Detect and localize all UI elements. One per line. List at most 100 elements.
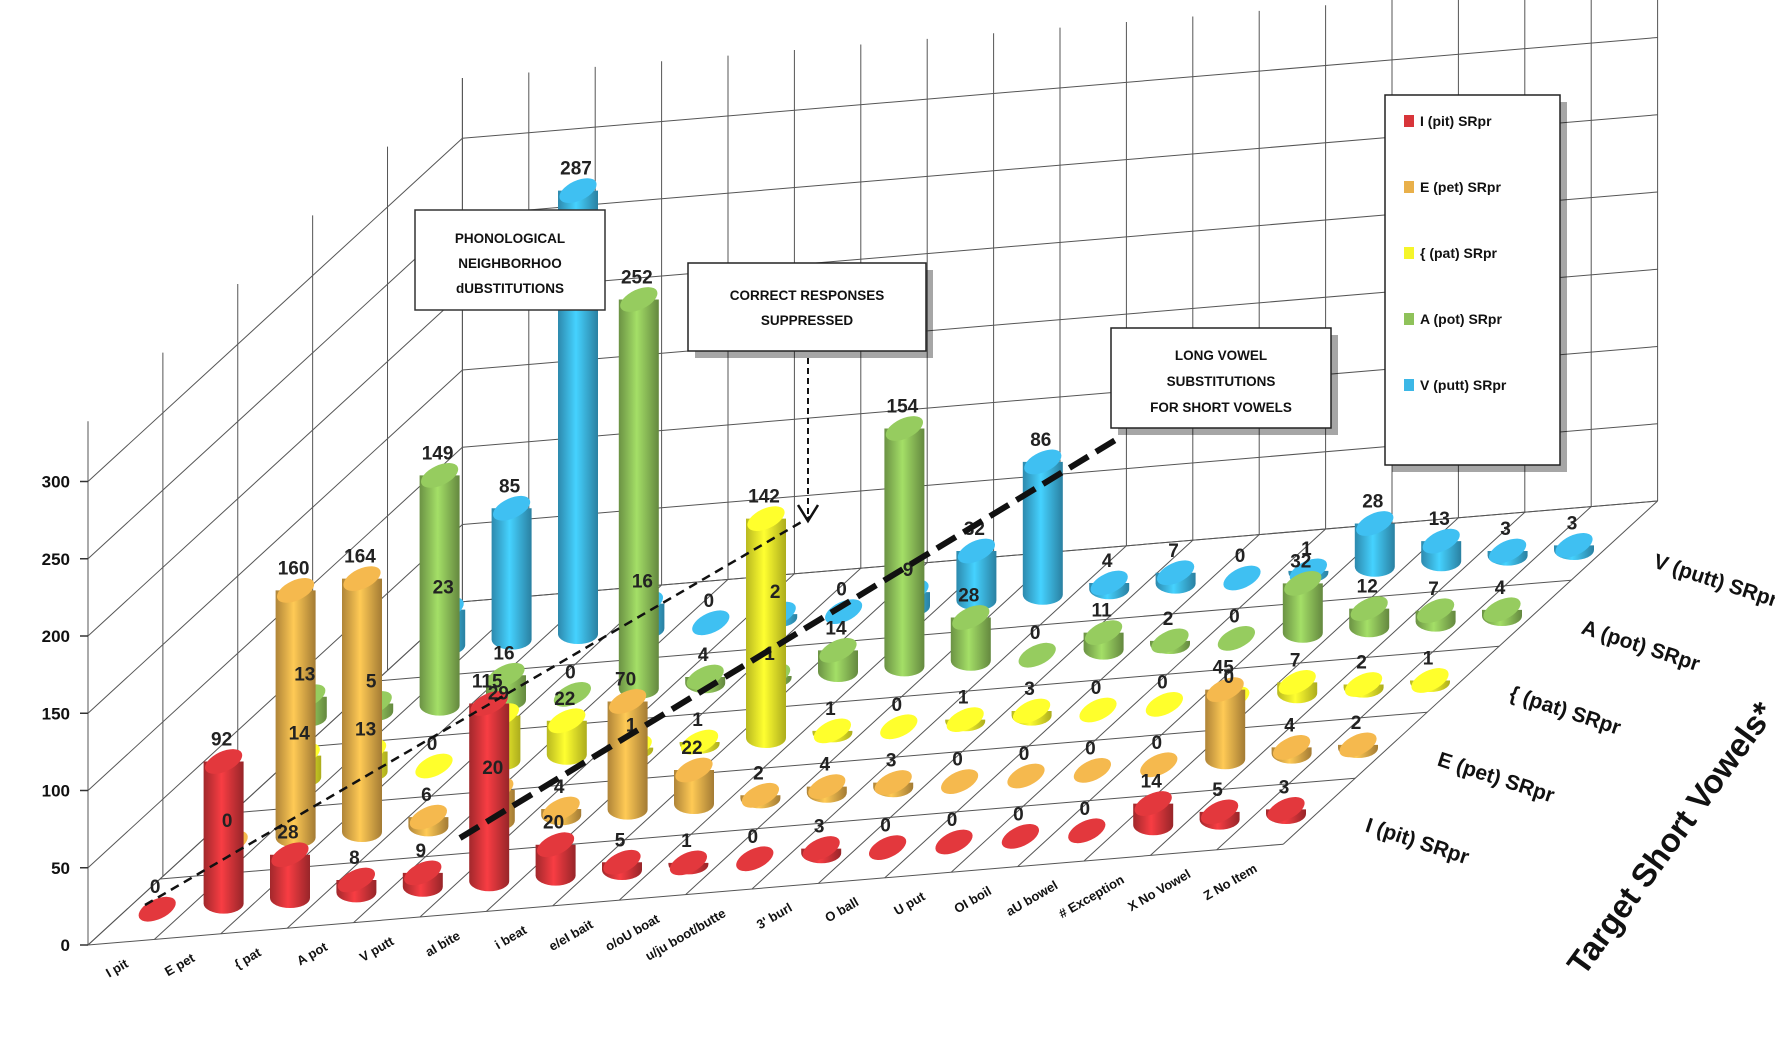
bar-value-label: 2 <box>770 582 781 603</box>
legend-swatch <box>1404 313 1414 325</box>
gridline <box>87 601 463 946</box>
bar <box>1083 620 1124 660</box>
bar-value-label: 29 <box>488 684 509 705</box>
bar <box>415 753 453 779</box>
bar-value-label: 6 <box>421 785 432 806</box>
bar <box>1133 791 1174 836</box>
bar-value-label: 164 <box>344 547 376 568</box>
bar <box>1487 538 1528 566</box>
x-tick-label: V putt <box>357 933 397 965</box>
bar-value-label: 32 <box>1290 551 1311 572</box>
bar-body <box>956 550 997 611</box>
series-axis-label: I (pit) SRpr <box>1363 814 1472 869</box>
bar-top <box>542 796 580 822</box>
legend-label: V (putt) SRpr <box>1420 377 1507 393</box>
bar <box>746 506 786 748</box>
bar-value-label: 7 <box>1290 650 1301 671</box>
y-tick-label: 100 <box>42 782 70 801</box>
bar-value-label: 13 <box>294 665 315 686</box>
bar-value-label: 1 <box>681 831 692 852</box>
bar-top <box>271 842 309 868</box>
bar-value-label: 0 <box>1091 678 1102 699</box>
gridline <box>1282 500 1658 845</box>
bar-value-label: 0 <box>880 816 891 837</box>
legend-swatch <box>1404 247 1414 259</box>
bar-body <box>884 428 925 677</box>
bar-top <box>1488 538 1527 564</box>
bar <box>736 846 774 872</box>
bar <box>419 463 460 716</box>
bar-body <box>950 617 991 671</box>
bar-top <box>824 599 863 624</box>
bar-top <box>940 769 979 794</box>
bar <box>935 829 973 855</box>
bar <box>1282 570 1323 643</box>
bar <box>818 637 858 682</box>
gridline <box>1017 523 1393 867</box>
bar-value-label: 23 <box>433 578 454 599</box>
bar-value-label: 0 <box>565 662 576 683</box>
guide-lines <box>144 358 1124 907</box>
x-tick-label: # Exception <box>1056 872 1127 922</box>
gridline <box>87 369 463 714</box>
bar-body <box>419 475 460 716</box>
bar-top <box>1140 752 1178 778</box>
x-tick-label: aU bowel <box>1003 877 1060 919</box>
bar-top <box>420 463 459 488</box>
bar-body <box>203 761 244 914</box>
bar-top <box>1012 698 1051 724</box>
bar-value-label: 142 <box>748 487 780 508</box>
bar <box>824 599 863 624</box>
bar-value-label: 149 <box>422 443 454 464</box>
bar-value-label: 0 <box>1080 799 1091 820</box>
bar-top <box>874 770 912 795</box>
bar <box>1022 449 1063 605</box>
bar <box>1415 598 1456 632</box>
bar-value-label: 70 <box>615 669 636 690</box>
gridline <box>685 551 1061 895</box>
bar <box>1217 626 1256 651</box>
bar-value-label: 0 <box>1030 623 1041 644</box>
annotation-line: PHONOLOGICAL <box>455 231 565 246</box>
annotation-line: CORRECT RESPONSES <box>730 288 885 303</box>
x-tick-label: 3' burl <box>754 900 795 932</box>
bar <box>541 796 582 826</box>
bar <box>607 689 648 820</box>
bar <box>940 769 979 794</box>
bar <box>945 707 986 733</box>
bar-top <box>946 707 984 733</box>
gridline <box>87 215 463 560</box>
legend-swatch <box>1404 379 1414 391</box>
bar-top <box>680 729 719 755</box>
bar-value-label: 9 <box>416 841 427 862</box>
bar-value-label: 0 <box>704 591 715 612</box>
bar-top <box>487 662 525 688</box>
bar <box>1482 597 1522 626</box>
bar-value-label: 22 <box>681 738 702 759</box>
bar <box>1205 677 1246 770</box>
bar-body <box>1282 583 1323 643</box>
bar-value-label: 92 <box>211 729 232 750</box>
y-tick-label: 200 <box>42 627 70 646</box>
bar <box>740 782 781 809</box>
bar-value-label: 1 <box>1423 648 1434 669</box>
bar-top <box>1284 570 1322 596</box>
bar-top <box>1151 628 1189 654</box>
bar-value-label: 2 <box>753 763 764 784</box>
bar-value-label: 14 <box>825 618 847 639</box>
bar-top <box>935 829 973 855</box>
bar-value-label: 28 <box>1362 492 1383 513</box>
bar-value-label: 3 <box>1279 777 1290 798</box>
bar-value-label: 13 <box>1429 509 1450 530</box>
bar-top <box>1411 668 1449 693</box>
x-tick-label: E pet <box>162 950 198 979</box>
bar-top <box>1267 796 1305 822</box>
bar-value-label: 2 <box>1356 653 1367 674</box>
bar-top <box>603 849 641 875</box>
series-axis-label: A (pot) SRpr <box>1579 616 1703 676</box>
bar <box>553 682 592 707</box>
bar <box>1554 532 1594 560</box>
bar-top <box>1217 626 1256 651</box>
